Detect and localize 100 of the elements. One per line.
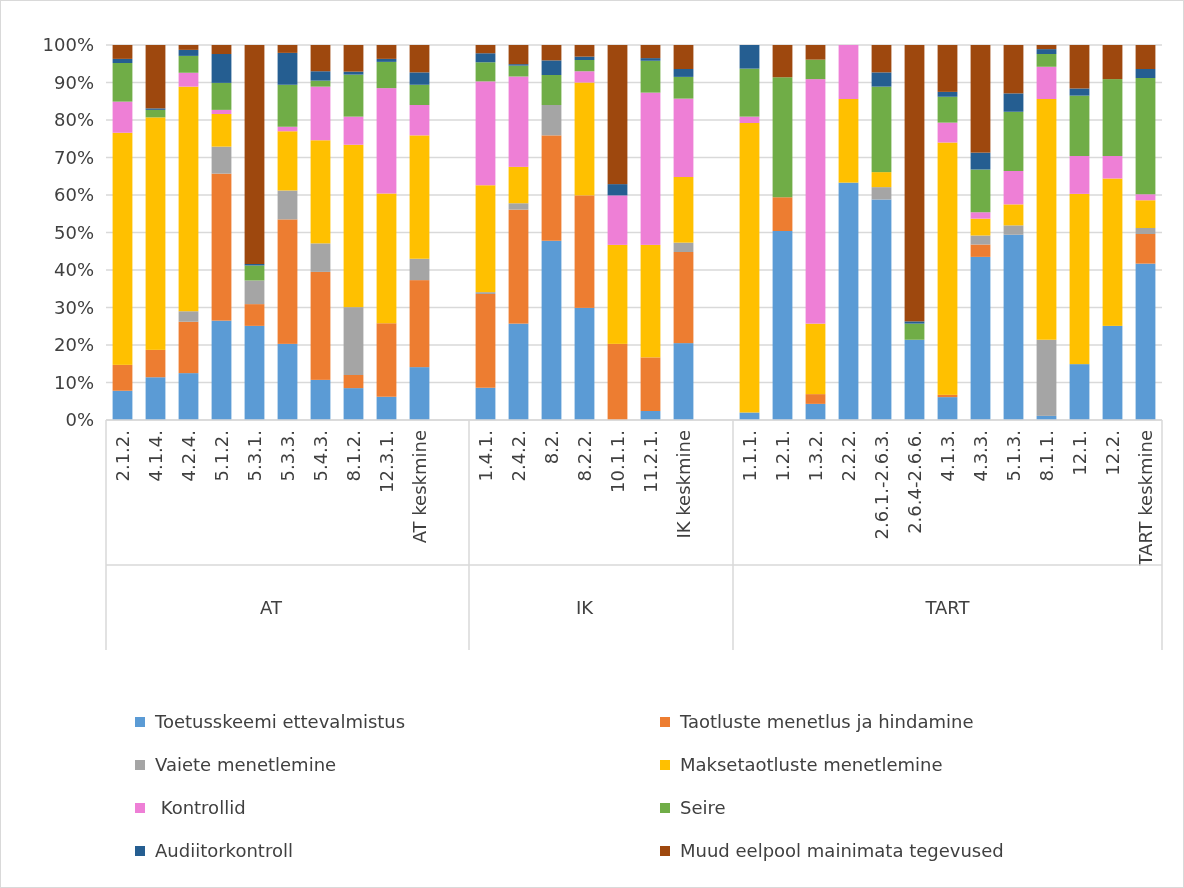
- bar: [739, 45, 760, 69]
- bar: [607, 184, 628, 196]
- bar: [541, 60, 562, 75]
- legend-label: Audiitorkontroll: [155, 840, 293, 862]
- bar: [277, 84, 298, 127]
- bar: [475, 62, 496, 82]
- bar: [871, 172, 892, 188]
- x-tick-label: 4.3.3.: [969, 430, 991, 482]
- x-tick-label: 4.2.4.: [177, 430, 199, 482]
- bar: [475, 45, 496, 54]
- bar: [244, 45, 265, 264]
- x-tick-label: 2.6.1.-2.6.3.: [870, 430, 892, 540]
- bar: [673, 252, 694, 344]
- bar: [904, 339, 925, 420]
- bar: [838, 182, 859, 420]
- bar: [805, 323, 826, 395]
- bar: [178, 86, 199, 312]
- bar: [145, 45, 166, 109]
- x-tick-label: 5.3.3.: [276, 430, 298, 482]
- bar: [970, 218, 991, 236]
- bar: [970, 235, 991, 245]
- bar: [1135, 45, 1156, 69]
- bar: [376, 323, 397, 397]
- bar: [640, 357, 661, 411]
- bar: [970, 256, 991, 420]
- bar: [178, 321, 199, 374]
- bar: [640, 58, 661, 61]
- bar: [574, 307, 595, 420]
- bar: [1069, 95, 1090, 156]
- bar: [1135, 228, 1156, 234]
- bar: [1102, 325, 1123, 420]
- bar: [310, 45, 331, 72]
- bar: [970, 152, 991, 170]
- bar: [244, 280, 265, 305]
- y-tick-label: 10%: [53, 371, 94, 393]
- bar: [607, 45, 628, 185]
- bar: [1036, 54, 1057, 67]
- x-tick-label: IK keskmine: [672, 430, 694, 539]
- bar: [541, 135, 562, 241]
- y-tick-label: 40%: [53, 259, 94, 281]
- bar: [112, 63, 133, 102]
- bar: [211, 45, 232, 54]
- bar: [937, 96, 958, 123]
- x-tick-label: 4.1.4.: [144, 430, 166, 482]
- bar: [178, 49, 199, 56]
- bar: [574, 45, 595, 57]
- bar: [178, 373, 199, 420]
- bar: [904, 45, 925, 322]
- bar: [1036, 339, 1057, 416]
- x-tick-label: TART keskmine: [1134, 430, 1156, 567]
- x-tick-label: 8.2.: [540, 430, 562, 465]
- bar: [1069, 45, 1090, 89]
- bar: [1102, 178, 1123, 326]
- bar: [343, 116, 364, 145]
- bar: [409, 258, 430, 281]
- bar: [673, 69, 694, 77]
- bar: [937, 397, 958, 420]
- bar: [1102, 79, 1123, 156]
- bar: [673, 343, 694, 420]
- bar: [178, 45, 199, 50]
- legend-label: Maksetaotluste menetlemine: [680, 754, 943, 776]
- x-tick-label: 11.2.1.: [639, 430, 661, 493]
- bar: [871, 199, 892, 420]
- bar: [211, 173, 232, 321]
- text: AT: [260, 596, 283, 618]
- bar: [475, 53, 496, 63]
- bar: [970, 244, 991, 257]
- bar: [508, 323, 529, 420]
- bar: [211, 146, 232, 174]
- bar: [607, 195, 628, 245]
- bar: [409, 280, 430, 368]
- bar: [508, 209, 529, 324]
- bar: [310, 271, 331, 380]
- bar: [211, 320, 232, 420]
- bar: [508, 166, 529, 204]
- bar: [970, 212, 991, 219]
- bar: [673, 98, 694, 177]
- bar: [970, 169, 991, 213]
- bar: [178, 55, 199, 73]
- x-tick-label: 1.4.1.: [474, 430, 496, 482]
- bar: [607, 343, 628, 420]
- bar: [211, 82, 232, 110]
- bar: [739, 116, 760, 123]
- bar: [409, 105, 430, 136]
- bar: [343, 375, 364, 389]
- x-tick-label: 1.3.2.: [804, 430, 826, 482]
- x-tick-label: 4.1.3.: [936, 430, 958, 482]
- x-tick-label: 10.1.1.: [606, 430, 628, 493]
- bar: [640, 244, 661, 358]
- bar: [508, 45, 529, 65]
- bar: [211, 114, 232, 147]
- bar: [1036, 49, 1057, 54]
- bar: [178, 72, 199, 87]
- bar: [112, 101, 133, 133]
- bar: [904, 321, 925, 324]
- bar: [112, 364, 133, 391]
- y-tick-label: 100%: [42, 34, 94, 56]
- bar: [1135, 200, 1156, 228]
- bar: [904, 323, 925, 340]
- bar: [673, 177, 694, 243]
